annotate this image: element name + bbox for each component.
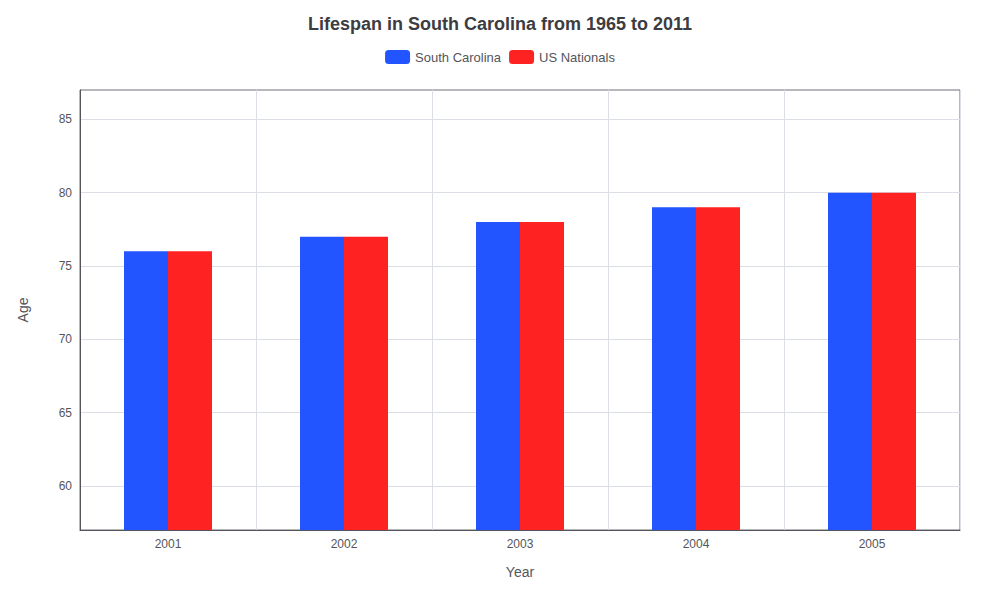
svg-text:85: 85 [59,112,73,126]
svg-text:2003: 2003 [507,537,534,551]
svg-text:US Nationals: US Nationals [539,50,615,65]
svg-text:2004: 2004 [683,537,710,551]
svg-text:2005: 2005 [859,537,886,551]
svg-text:Age: Age [15,297,31,322]
svg-text:75: 75 [59,259,73,273]
svg-text:65: 65 [59,406,73,420]
svg-text:Lifespan in South Carolina fro: Lifespan in South Carolina from 1965 to … [308,14,692,34]
svg-text:2001: 2001 [155,537,182,551]
svg-text:60: 60 [59,479,73,493]
svg-text:2002: 2002 [331,537,358,551]
svg-text:80: 80 [59,186,73,200]
svg-text:South Carolina: South Carolina [415,50,502,65]
svg-text:70: 70 [59,332,73,346]
svg-text:Year: Year [506,564,535,580]
